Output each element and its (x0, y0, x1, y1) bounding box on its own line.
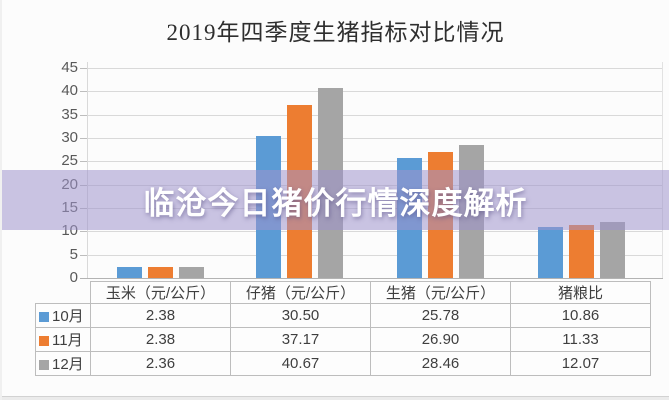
y-axis-tick (80, 161, 87, 163)
table-column-header: 生猪（元/公斤） (370, 281, 511, 304)
table-cell: 28.46 (370, 351, 511, 376)
bar-11月-玉米（元/公斤） (147, 266, 173, 278)
y-axis-tick (80, 231, 87, 233)
table-cell: 25.78 (370, 303, 511, 328)
bar-10月-猪粮比 (537, 227, 563, 278)
watermark-overlay: 临沧今日猪价行情深度解析 (2, 170, 669, 230)
gridline (87, 138, 662, 139)
table-cell: 2.38 (90, 327, 231, 352)
gridline (87, 161, 662, 163)
data-table: 玉米（元/公斤） 仔猪（元/公斤） 生猪（元/公斤） 猪粮比 10月 2.38 30.50… (35, 281, 651, 376)
gridline (87, 231, 662, 233)
table-cell: 30.50 (230, 303, 371, 328)
table-cell: 40.67 (230, 351, 371, 376)
bar-11月-猪粮比 (568, 225, 594, 278)
y-axis-tick-label: 40 (61, 82, 78, 100)
table-row-label: 10月 (35, 303, 91, 328)
y-axis-tick-label: 35 (61, 105, 78, 123)
table-row: 11月 2.38 37.17 26.90 11.33 (35, 327, 651, 352)
table-corner-cell (35, 281, 91, 304)
legend-key-swatch (39, 360, 49, 370)
y-axis-tick-label: 25 (61, 152, 78, 170)
y-axis-tick-label: 0 (69, 269, 78, 286)
table-row-label: 12月 (35, 351, 91, 376)
y-axis-tick-label: 45 (61, 59, 78, 76)
y-axis-tick (80, 114, 87, 116)
y-axis-tick (80, 91, 87, 93)
bottom-edge (2, 396, 669, 400)
table-row: 10月 2.38 30.50 25.78 10.86 (35, 303, 651, 328)
y-axis-tick (80, 68, 87, 69)
legend-key-swatch (39, 312, 49, 322)
bar-10月-玉米（元/公斤） (116, 266, 142, 278)
table-cell: 2.36 (90, 351, 231, 376)
table-cell: 26.90 (370, 327, 511, 352)
table-column-header: 猪粮比 (510, 281, 651, 304)
table-cell: 2.38 (90, 303, 231, 328)
table-cell: 10.86 (510, 303, 651, 328)
y-axis-tick-label: 30 (61, 129, 78, 146)
table-column-header: 玉米（元/公斤） (90, 281, 231, 304)
table-body: 10月 2.38 30.50 25.78 10.86 11月 2.38 37.17 26.90 1… (35, 303, 651, 376)
gridline (87, 114, 662, 116)
table-column-header: 仔猪（元/公斤） (230, 281, 371, 304)
table-header-row: 玉米（元/公斤） 仔猪（元/公斤） 生猪（元/公斤） 猪粮比 (35, 281, 651, 304)
gridline (87, 91, 662, 93)
table-row: 12月 2.36 40.67 28.46 12.07 (35, 351, 651, 376)
legend-key-swatch (39, 336, 49, 346)
bar-12月-猪粮比 (599, 221, 625, 278)
table-row-label: 11月 (35, 327, 91, 352)
gridline (87, 254, 662, 256)
table-cell: 11.33 (510, 327, 651, 352)
chart-title: 2019年四季度生猪指标对比情况 (166, 20, 505, 45)
y-axis-tick (80, 138, 87, 139)
y-axis-tick-label: 5 (69, 245, 78, 263)
y-axis-tick (80, 254, 87, 256)
table-cell: 12.07 (510, 351, 651, 376)
gridline (87, 68, 662, 69)
watermark-text: 临沧今日猪价行情深度解析 (143, 185, 528, 221)
x-axis-line (80, 278, 663, 279)
table-cell: 37.17 (230, 327, 371, 352)
bar-12月-玉米（元/公斤） (178, 266, 204, 278)
